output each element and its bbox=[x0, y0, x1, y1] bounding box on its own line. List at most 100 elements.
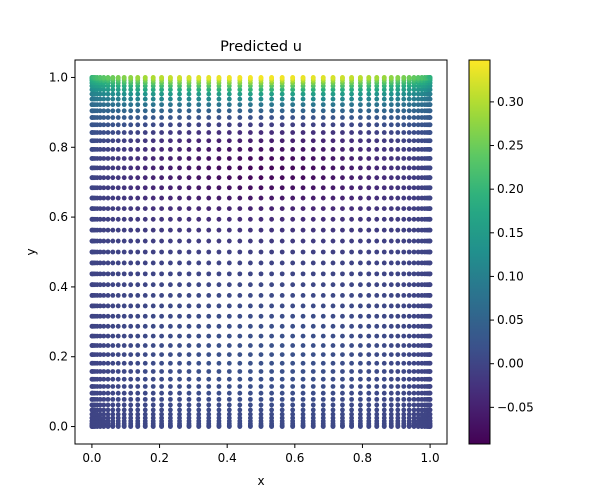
data-point bbox=[401, 102, 407, 108]
data-point bbox=[411, 396, 417, 402]
data-point bbox=[177, 102, 182, 108]
data-point bbox=[427, 206, 433, 211]
data-point bbox=[150, 396, 156, 402]
data-point bbox=[226, 352, 232, 357]
data-point bbox=[340, 102, 345, 108]
data-point bbox=[374, 343, 380, 348]
data-point bbox=[159, 411, 165, 417]
data-point bbox=[357, 384, 363, 389]
data-point bbox=[388, 249, 394, 255]
data-point bbox=[97, 333, 103, 339]
data-point bbox=[290, 156, 296, 161]
data-point bbox=[226, 122, 232, 128]
data-point bbox=[388, 227, 394, 233]
data-point bbox=[186, 333, 192, 339]
data-point bbox=[168, 333, 173, 339]
data-point bbox=[406, 75, 412, 80]
data-point bbox=[150, 390, 156, 396]
data-point bbox=[206, 396, 212, 402]
data-point bbox=[196, 185, 202, 191]
data-point bbox=[216, 313, 222, 319]
data-point bbox=[388, 96, 394, 102]
data-point bbox=[388, 108, 394, 114]
data-point bbox=[206, 227, 212, 233]
data-point bbox=[269, 360, 275, 366]
data-point bbox=[101, 396, 107, 402]
data-point bbox=[128, 195, 134, 201]
data-point bbox=[97, 115, 103, 120]
data-point bbox=[330, 260, 336, 266]
data-point bbox=[101, 175, 107, 181]
data-point bbox=[150, 91, 156, 97]
data-point bbox=[247, 282, 253, 288]
data-point bbox=[320, 390, 326, 396]
data-point bbox=[121, 249, 127, 255]
data-point bbox=[206, 206, 212, 211]
data-point bbox=[159, 87, 165, 93]
data-point bbox=[279, 96, 285, 102]
colorbar-tick-label: 0.25 bbox=[497, 139, 524, 153]
data-point bbox=[415, 390, 421, 396]
data-point bbox=[381, 87, 387, 93]
data-point bbox=[121, 147, 127, 152]
data-point bbox=[411, 185, 417, 191]
data-point bbox=[105, 75, 111, 80]
data-point bbox=[159, 249, 165, 255]
data-point bbox=[388, 238, 394, 244]
data-point bbox=[401, 411, 407, 417]
data-point bbox=[142, 130, 148, 135]
data-point bbox=[411, 352, 417, 357]
data-point bbox=[415, 227, 421, 233]
data-point bbox=[110, 147, 116, 152]
data-point bbox=[206, 260, 212, 266]
data-point bbox=[105, 102, 111, 108]
data-point bbox=[128, 343, 134, 348]
data-point bbox=[300, 396, 306, 402]
data-point bbox=[247, 91, 253, 97]
data-point bbox=[226, 384, 232, 389]
data-point bbox=[366, 122, 372, 128]
data-point bbox=[258, 343, 264, 348]
data-point bbox=[186, 206, 192, 211]
data-point bbox=[247, 122, 253, 128]
data-point bbox=[226, 138, 232, 144]
data-point bbox=[357, 115, 363, 120]
data-point bbox=[381, 303, 387, 309]
data-point bbox=[168, 293, 173, 298]
data-point bbox=[401, 138, 407, 144]
data-point bbox=[247, 185, 253, 191]
data-point bbox=[159, 122, 165, 128]
data-point bbox=[115, 206, 121, 211]
data-point bbox=[406, 303, 412, 309]
data-point bbox=[121, 303, 127, 309]
data-point bbox=[279, 206, 285, 211]
data-point bbox=[142, 333, 148, 339]
data-point bbox=[395, 130, 401, 135]
data-point bbox=[427, 271, 433, 277]
data-point bbox=[415, 343, 421, 348]
data-point bbox=[168, 115, 173, 120]
data-point bbox=[415, 238, 421, 244]
data-point bbox=[395, 369, 401, 374]
data-point bbox=[186, 402, 192, 408]
data-point bbox=[349, 352, 354, 357]
data-point bbox=[300, 402, 306, 408]
data-point bbox=[310, 165, 316, 171]
data-point bbox=[366, 87, 372, 93]
data-point bbox=[415, 175, 421, 181]
data-point bbox=[381, 175, 387, 181]
data-point bbox=[388, 396, 394, 402]
data-point bbox=[247, 271, 253, 277]
data-point bbox=[226, 102, 232, 108]
data-point bbox=[406, 352, 412, 357]
data-point bbox=[258, 411, 264, 417]
data-point bbox=[226, 156, 232, 161]
data-point bbox=[258, 282, 264, 288]
data-point bbox=[177, 376, 182, 382]
data-point bbox=[97, 91, 103, 97]
data-point bbox=[300, 352, 306, 357]
data-point bbox=[110, 376, 116, 382]
data-point bbox=[320, 108, 326, 114]
data-point bbox=[374, 333, 380, 339]
data-point bbox=[374, 323, 380, 329]
